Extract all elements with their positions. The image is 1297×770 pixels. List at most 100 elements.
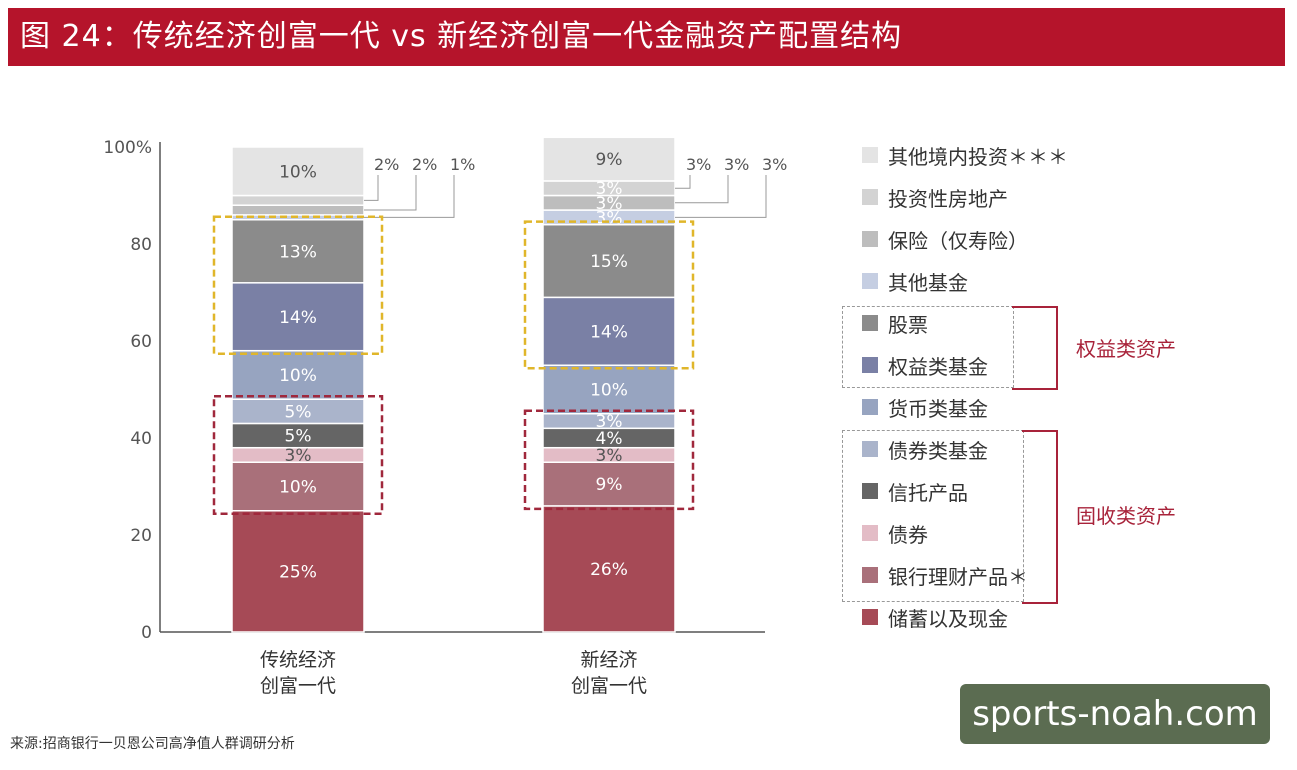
x-category-label: 创富一代 [260,675,336,697]
legend-swatch [862,399,878,415]
fixed-income-group-box [842,430,1024,602]
bar-segment [231,461,365,512]
equity-group-box [842,306,1014,388]
data-label: 3% [596,208,623,228]
chart-title: 图 24：传统经济创富一代 vs 新经济创富一代金融资产配置结构 [20,19,903,54]
fixed-income-bracket [1022,430,1058,604]
callout-label: 1% [450,155,475,174]
data-label: 10% [279,366,317,386]
legend-swatch [862,231,878,247]
legend-label: 信托产品 [888,480,968,505]
legend-item: 股票 [862,308,928,338]
highlight-box [212,394,384,516]
callout-line [675,175,729,204]
bar-segment [231,422,365,449]
legend-item: 债券 [862,518,928,548]
y-tick-label: 60 [130,332,152,352]
callout-label: 2% [374,155,399,174]
bar-segment [231,146,365,197]
bar-segment [231,194,365,206]
bar-segment [231,349,365,400]
legend-label: 债券 [888,522,928,547]
legend-swatch [862,483,878,499]
bar-segment [231,204,365,216]
y-tick-label: 0 [141,623,152,643]
y-tick-label: 20 [130,526,152,546]
x-category-label: 传统经济 [260,649,336,671]
legend-label: 权益类基金 [888,354,988,379]
legend-item: 信托产品 [862,476,968,506]
data-label: 5% [285,427,312,447]
data-label: 3% [596,194,623,214]
data-label: 9% [596,150,623,170]
highlight-box [523,409,695,511]
callout-line [675,175,767,218]
data-label: 5% [285,402,312,422]
legend-item: 货币类基金 [862,392,988,422]
data-label: 10% [279,162,317,182]
legend-item: 投资性房地产 [862,182,1008,212]
legend-swatch [862,273,878,289]
legend-label: 债券类基金 [888,438,988,463]
legend-swatch [862,315,878,331]
y-tick-label: 80 [130,235,152,255]
bar-segment [542,223,676,299]
bar-segment [542,461,676,507]
highlight-box [523,220,695,370]
watermark: sports-noah.com [960,684,1270,744]
legend-swatch [862,525,878,541]
data-label: 14% [279,308,317,328]
data-label: 3% [285,446,312,466]
legend-item: 权益类基金 [862,350,988,380]
bar-segment [542,505,676,633]
legend-swatch [862,441,878,457]
legend-swatch [862,357,878,373]
data-label: 26% [590,560,628,580]
legend-item: 保险（仅寿险） [862,224,1028,254]
legend-item: 其他境内投资＊＊＊ [862,140,1068,170]
data-label: 9% [596,475,623,495]
source-note: 来源:招商银行一贝恩公司高净值人群调研分析 [10,736,295,752]
callout-label: 3% [724,155,749,174]
x-category-label: 新经济 [580,649,637,671]
title-bar: 图 24：传统经济创富一代 vs 新经济创富一代金融资产配置结构 [8,8,1285,66]
bar-segment [542,136,676,182]
data-label: 3% [596,446,623,466]
equity-bracket [1012,306,1058,390]
legend-item: 银行理财产品＊ [862,560,1028,590]
legend-item: 储蓄以及现金 [862,602,1008,632]
highlight-box [212,215,384,355]
legend-label: 货币类基金 [888,396,988,421]
callout-label: 2% [412,155,437,174]
legend-label: 储蓄以及现金 [888,606,1008,631]
equity-group-label: 权益类资产 [1076,337,1176,361]
data-label: 3% [596,179,623,199]
y-tick-label: 40 [130,429,152,449]
y-tick-label: 100% [103,138,152,158]
data-label: 15% [590,252,628,272]
bar-segment [231,398,365,425]
callout-line [364,175,417,211]
data-label: 3% [596,412,623,432]
callout-line [364,175,379,201]
callout-line [675,175,691,189]
data-label: 10% [279,478,317,498]
data-label: 14% [590,322,628,342]
callout-line [364,175,455,218]
legend-label: 投资性房地产 [888,186,1008,211]
legend-label: 其他境内投资＊＊＊ [888,144,1068,169]
legend-swatch [862,147,878,163]
data-label: 10% [590,381,628,401]
legend-item: 债券类基金 [862,434,988,464]
legend-swatch [862,567,878,583]
callout-label: 3% [686,155,711,174]
data-label: 25% [279,562,317,582]
legend-label: 银行理财产品＊ [888,564,1028,589]
legend-label: 其他基金 [888,270,968,295]
x-category-label: 创富一代 [571,675,647,697]
legend-swatch [862,609,878,625]
callout-label: 3% [762,155,787,174]
legend-item: 其他基金 [862,266,968,296]
data-label: 4% [596,429,623,449]
